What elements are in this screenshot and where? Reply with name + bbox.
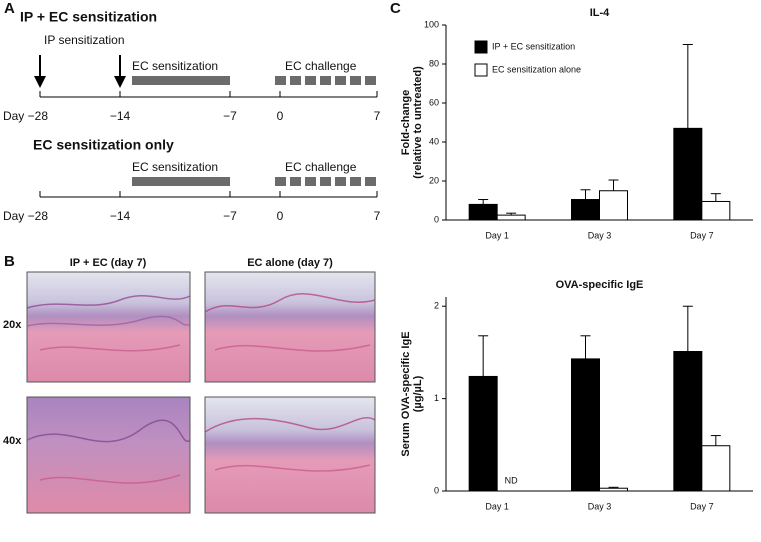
x-tick-label: Day 1: [485, 230, 509, 240]
bar: [673, 127, 703, 221]
challenge-square: [305, 76, 316, 85]
arrows: [34, 55, 126, 88]
challenge-square: [305, 177, 316, 186]
challenge-squares: [275, 76, 376, 85]
bar: [599, 487, 628, 492]
panel-label: C: [390, 0, 401, 17]
bar: [468, 203, 498, 221]
challenge-square: [335, 177, 346, 186]
x-tick-label: Day 7: [690, 230, 714, 240]
y-tick-label: 20: [429, 175, 439, 185]
timeline-tick-label: 0: [277, 109, 284, 123]
y-axis-label: Serum OVA-specific IgE: [400, 331, 412, 456]
challenge-square: [290, 177, 301, 186]
y-tick-label: 0: [434, 485, 439, 495]
timeline-tick-label: Day −28: [3, 209, 48, 223]
arrow-label: IP sensitization: [44, 33, 125, 47]
sensitization-label: EC sensitization: [132, 59, 218, 73]
bar: [496, 214, 526, 221]
challenge-square: [275, 76, 286, 85]
y-tick-label: 2: [434, 301, 439, 311]
bar: [673, 351, 703, 492]
bar: [701, 200, 731, 221]
timeline-ticks: Day −28 −14 −7 0 7: [3, 191, 381, 223]
y-tick-label: 1: [434, 393, 439, 403]
timeline-tick-label: 0: [277, 209, 284, 223]
bar: [571, 358, 600, 492]
y-tick-label: 40: [429, 136, 439, 146]
bar: [468, 375, 498, 492]
timeline-title: EC sensitization only: [33, 137, 174, 153]
bar: [571, 199, 600, 221]
challenge-square: [365, 76, 376, 85]
legend-label: IP + EC sensitization: [492, 41, 575, 51]
timeline-tick-label: 7: [374, 109, 381, 123]
x-tick-label: Day 7: [690, 501, 714, 511]
sensitization-bar: [132, 76, 230, 85]
challenge-square: [365, 177, 376, 186]
sensitization-bar: [132, 177, 230, 186]
challenge-square: [320, 76, 331, 85]
row-label: 40x: [3, 435, 22, 447]
legend-label: EC sensitization alone: [492, 64, 581, 74]
challenge-square: [320, 177, 331, 186]
y-axis-label: Fold-change: [400, 90, 412, 155]
y-axis-label: (µg/µL): [412, 375, 424, 412]
bar: [599, 190, 628, 221]
y-tick-label: 80: [429, 58, 439, 68]
chart-title: OVA-specific IgE: [556, 279, 644, 291]
challenge-label: EC challenge: [285, 59, 357, 73]
histology-images: [26, 271, 376, 514]
bar: [701, 445, 731, 492]
panel-label: B: [4, 253, 15, 270]
y-tick-label: 100: [424, 19, 439, 29]
x-tick-label: Day 3: [588, 501, 612, 511]
column-label: IP + EC (day 7): [70, 257, 147, 269]
challenge-square: [335, 76, 346, 85]
timeline-title: IP + EC sensitization: [20, 9, 157, 25]
timeline-tick-label: −7: [223, 109, 237, 123]
column-label: EC alone (day 7): [247, 257, 333, 269]
challenge-square: [350, 76, 361, 85]
x-tick-label: Day 1: [485, 501, 509, 511]
challenge-square: [290, 76, 301, 85]
timeline-tick-label: −14: [110, 109, 131, 123]
challenge-squares: [275, 177, 376, 186]
chart-title: IL-4: [590, 7, 610, 19]
sensitization-label: EC sensitization: [132, 160, 218, 174]
y-axis-label: (relative to untreated): [412, 66, 424, 179]
annotation: ND: [505, 475, 518, 485]
timeline-tick-label: −14: [110, 209, 131, 223]
row-label: 20x: [3, 319, 22, 331]
challenge-label: EC challenge: [285, 160, 357, 174]
y-tick-label: 0: [434, 214, 439, 224]
timeline-tick-label: Day −28: [3, 109, 48, 123]
legend-swatch: [474, 63, 488, 77]
timeline-tick-label: −7: [223, 209, 237, 223]
challenge-square: [350, 177, 361, 186]
timeline-tick-label: 7: [374, 209, 381, 223]
panel-label: A: [4, 0, 15, 17]
challenge-square: [275, 177, 286, 186]
legend-swatch: [474, 40, 488, 54]
y-tick-label: 60: [429, 97, 439, 107]
x-tick-label: Day 3: [588, 230, 612, 240]
timeline-ticks: Day −28 −14 −7 0 7: [3, 91, 381, 123]
